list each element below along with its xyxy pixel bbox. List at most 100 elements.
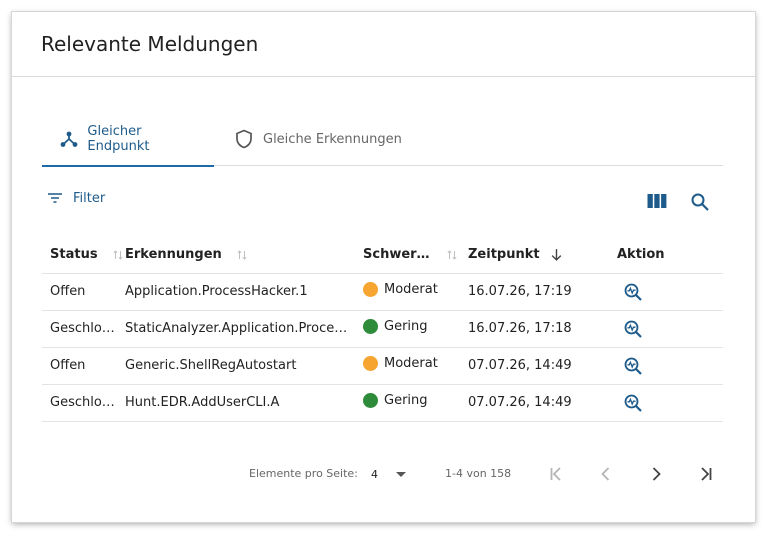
investigate-button[interactable] xyxy=(623,319,643,339)
previous-page-button[interactable] xyxy=(594,462,618,486)
header-zeitpunkt[interactable]: Zeitpunkt xyxy=(468,237,617,274)
cell-aktion xyxy=(617,273,723,311)
next-page-button[interactable] xyxy=(644,462,668,486)
severity-dot xyxy=(363,356,378,371)
tab-same-detections[interactable]: Gleiche Erkennungen xyxy=(214,112,418,166)
table-row[interactable]: Offen Generic.ShellRegAutostart Moderat 07.… xyxy=(42,347,723,385)
cell-status: Offen xyxy=(42,273,125,311)
filter-label: Filter xyxy=(73,190,106,206)
tab-label: Gleicher Endpunkt xyxy=(87,124,150,154)
filter-icon xyxy=(47,190,63,206)
cell-zeitpunkt: 16.07.26, 17:19 xyxy=(468,273,617,311)
columns-icon xyxy=(647,194,667,208)
timestamp-text: 16.07.26, 17:18 xyxy=(468,321,572,336)
timestamp-text: 07.07.26, 14:49 xyxy=(468,358,572,373)
status-text: Geschlo… xyxy=(50,395,115,410)
items-per-page-value: 4 xyxy=(371,467,378,481)
cell-erkennung: StaticAnalyzer.Application.Proce… xyxy=(125,310,363,348)
items-per-page-label: Elemente pro Seite: xyxy=(249,467,358,480)
search-button[interactable] xyxy=(689,191,711,213)
header-label: Status xyxy=(50,247,98,263)
cell-aktion xyxy=(617,347,723,385)
severity: Gering xyxy=(363,393,428,408)
chevron-right-icon xyxy=(652,467,661,481)
items-per-page-select[interactable]: 4 xyxy=(371,462,409,486)
detection-text: StaticAnalyzer.Application.Proce… xyxy=(125,321,348,336)
severity-dot xyxy=(363,282,378,297)
header-label: Aktion xyxy=(617,247,665,263)
alerts-table: Status Erkennungen Schwer… xyxy=(42,237,723,422)
arrow-down-icon xyxy=(551,249,562,262)
tab-same-endpoint[interactable]: Gleicher Endpunkt xyxy=(42,112,214,167)
chevron-left-icon xyxy=(601,467,610,481)
table-header-row: Status Erkennungen Schwer… xyxy=(42,237,723,274)
hub-icon xyxy=(60,129,78,149)
status-text: Offen xyxy=(50,358,86,373)
investigate-icon xyxy=(624,394,642,412)
investigate-button[interactable] xyxy=(623,356,643,376)
severity: Moderat xyxy=(363,282,438,297)
investigate-button[interactable] xyxy=(623,282,643,302)
header-label: Schwer… xyxy=(363,247,430,263)
sort-arrows-icon xyxy=(113,250,123,260)
severity-text: Moderat xyxy=(384,282,438,297)
last-page-icon xyxy=(701,467,712,481)
status-text: Geschlo… xyxy=(50,321,115,336)
cell-schweregrad: Moderat xyxy=(363,273,468,311)
cell-status: Geschlo… xyxy=(42,310,125,348)
investigate-icon xyxy=(624,320,642,338)
status-text: Offen xyxy=(50,284,86,299)
investigate-button[interactable] xyxy=(623,393,643,413)
cell-zeitpunkt: 07.07.26, 14:49 xyxy=(468,347,617,385)
header-label: Zeitpunkt xyxy=(468,247,540,263)
dialog-title: Relevante Meldungen xyxy=(41,32,259,56)
table-row[interactable]: Geschlo… Hunt.EDR.AddUserCLI.A Gering 07.07… xyxy=(42,384,723,422)
relevant-alerts-dialog: Relevante Meldungen Gleicher Endpunkt Gl… xyxy=(12,12,755,522)
severity-text: Moderat xyxy=(384,356,438,371)
header-erkennungen[interactable]: Erkennungen xyxy=(125,237,363,274)
table-row[interactable]: Geschlo… StaticAnalyzer.Application.Proce… xyxy=(42,310,723,348)
severity: Gering xyxy=(363,319,428,334)
detection-text: Hunt.EDR.AddUserCLI.A xyxy=(125,395,280,410)
filter-button[interactable]: Filter xyxy=(47,190,105,206)
severity-dot xyxy=(363,319,378,334)
severity-text: Gering xyxy=(384,393,428,408)
header-status[interactable]: Status xyxy=(42,237,125,274)
cell-schweregrad: Gering xyxy=(363,384,468,422)
dialog-header: Relevante Meldungen xyxy=(12,12,755,77)
severity-dot xyxy=(363,393,378,408)
cell-erkennung: Hunt.EDR.AddUserCLI.A xyxy=(125,384,363,422)
cell-erkennung: Application.ProcessHacker.1 xyxy=(125,273,363,311)
cell-aktion xyxy=(617,310,723,348)
detection-text: Application.ProcessHacker.1 xyxy=(125,284,308,299)
header-label: Erkennungen xyxy=(125,247,222,263)
timestamp-text: 07.07.26, 14:49 xyxy=(468,395,572,410)
search-icon xyxy=(691,193,709,211)
timestamp-text: 16.07.26, 17:19 xyxy=(468,284,572,299)
sort-arrows-icon xyxy=(237,250,247,260)
investigate-icon xyxy=(624,357,642,375)
table-row[interactable]: Offen Application.ProcessHacker.1 Moderat 1… xyxy=(42,273,723,311)
last-page-button[interactable] xyxy=(694,462,718,486)
columns-button[interactable] xyxy=(647,193,667,211)
shield-icon xyxy=(234,129,254,149)
first-page-button[interactable] xyxy=(544,462,568,486)
paginator: Elemente pro Seite: 4 1-4 von 158 xyxy=(42,459,723,489)
cell-status: Offen xyxy=(42,347,125,385)
tab-bar: Gleicher Endpunkt Gleiche Erkennungen xyxy=(42,112,723,167)
cell-aktion xyxy=(617,384,723,422)
cell-schweregrad: Moderat xyxy=(363,347,468,385)
dropdown-caret-icon xyxy=(396,471,406,477)
investigate-icon xyxy=(624,283,642,301)
first-page-icon xyxy=(550,467,561,481)
tab-label: Gleiche Erkennungen xyxy=(263,131,402,147)
header-aktion: Aktion xyxy=(617,237,723,274)
cell-erkennung: Generic.ShellRegAutostart xyxy=(125,347,363,385)
cell-zeitpunkt: 16.07.26, 17:18 xyxy=(468,310,617,348)
cell-status: Geschlo… xyxy=(42,384,125,422)
cell-zeitpunkt: 07.07.26, 14:49 xyxy=(468,384,617,422)
header-schweregrad[interactable]: Schwer… xyxy=(363,237,468,274)
detection-text: Generic.ShellRegAutostart xyxy=(125,358,297,373)
severity-text: Gering xyxy=(384,319,428,334)
sort-arrows-icon xyxy=(447,250,457,260)
